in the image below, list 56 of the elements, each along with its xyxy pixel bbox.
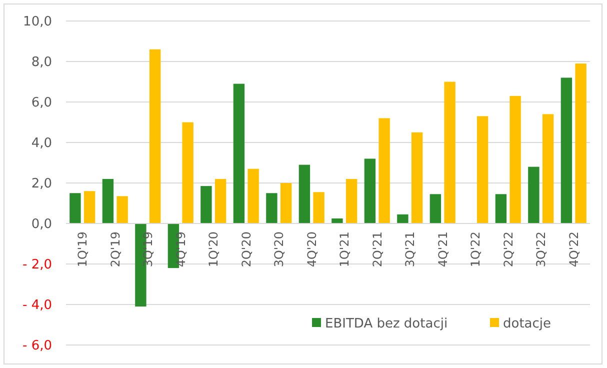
bar — [411, 132, 423, 224]
x-tick-label: 3Q'20 — [272, 232, 286, 268]
bar — [313, 192, 324, 224]
bar — [495, 194, 507, 224]
x-tick-label: 1Q'19 — [76, 232, 90, 268]
y-tick-label: 0,0 — [31, 217, 52, 232]
bar — [298, 164, 310, 224]
x-tick-label: 1Q'22 — [468, 232, 483, 268]
bar — [102, 178, 114, 224]
bar — [444, 82, 456, 224]
y-tick-label: 4,0 — [31, 136, 52, 152]
legend-label: dotacje — [503, 316, 552, 332]
bar — [266, 193, 278, 224]
bar — [510, 96, 521, 224]
x-tick-label: 3Q'21 — [403, 232, 418, 268]
bar — [378, 118, 390, 224]
y-tick-label: 10,0 — [23, 14, 52, 30]
y-tick-label: - 2,0 — [22, 258, 52, 273]
bar — [214, 178, 226, 224]
x-tick-label: 4Q'19 — [174, 232, 188, 268]
y-tick-label: 2,0 — [31, 176, 52, 192]
legend-label: EBITDA bez dotacji — [325, 316, 448, 332]
bar — [233, 84, 245, 224]
bar — [248, 168, 259, 224]
y-tick-label: - 6,0 — [22, 338, 52, 354]
x-tick-label: 2Q'20 — [239, 232, 254, 268]
bar — [542, 114, 554, 224]
bar — [364, 158, 376, 224]
bar — [200, 186, 212, 224]
bar — [560, 78, 572, 224]
bar — [575, 64, 586, 224]
y-tick-label: 8,0 — [31, 55, 52, 70]
x-tick-label: 4Q'21 — [436, 232, 450, 268]
y-tick-label: 6,0 — [31, 96, 52, 111]
bar — [116, 196, 128, 224]
bar — [280, 183, 292, 224]
bar — [149, 49, 161, 224]
x-tick-label: 3Q'19 — [141, 232, 156, 268]
bar — [84, 191, 96, 224]
x-tick-label: 3Q'22 — [534, 232, 548, 268]
x-tick-label: 4Q'20 — [304, 232, 319, 268]
x-tick-label: 1Q'21 — [338, 232, 352, 268]
bar — [346, 178, 358, 224]
bar — [476, 116, 488, 224]
bar — [528, 166, 540, 224]
x-tick-label: 4Q'22 — [566, 232, 581, 268]
x-tick-label: 2Q'21 — [370, 232, 384, 268]
bar — [397, 214, 408, 224]
bar — [70, 193, 81, 224]
x-tick-label: 2Q'19 — [108, 232, 122, 268]
bar — [182, 122, 194, 224]
bar — [332, 218, 343, 224]
y-tick-label: - 4,0 — [22, 298, 52, 314]
bar — [430, 194, 442, 224]
x-tick-label: 2Q'22 — [501, 232, 516, 268]
x-tick-label: 1Q'20 — [206, 232, 221, 268]
